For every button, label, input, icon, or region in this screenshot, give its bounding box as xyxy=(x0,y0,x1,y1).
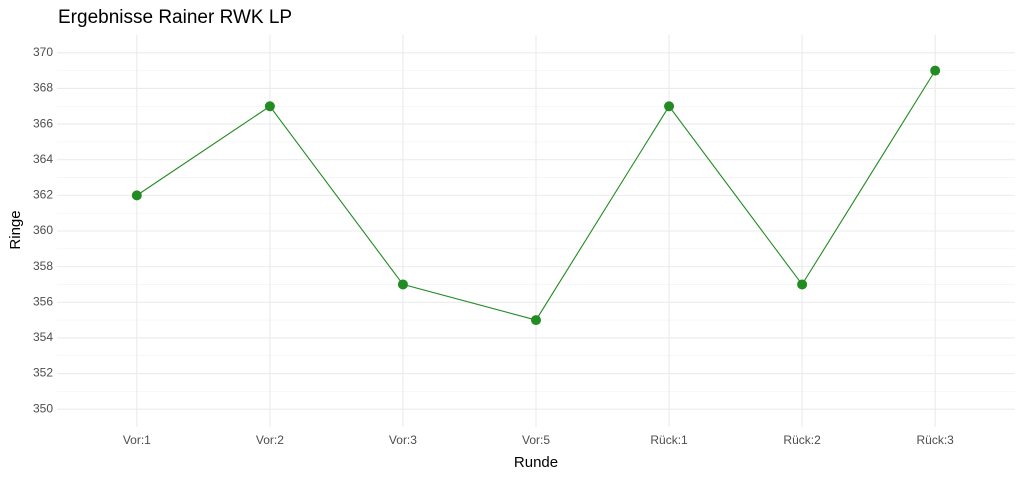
x-tick-label: Vor:2 xyxy=(256,433,284,447)
y-tick-label: 370 xyxy=(33,45,53,59)
x-tick-label: Vor:5 xyxy=(522,433,550,447)
plot xyxy=(131,65,941,326)
grid: 350 352 354 356 358 360 362 364 366 368 370 Vor:1 Vo… xyxy=(33,35,1015,447)
x-tick-label: Rück:1 xyxy=(650,433,688,447)
x-tick-label: Rück:2 xyxy=(783,433,821,447)
point xyxy=(397,279,408,290)
y-axis-title: Ringe xyxy=(7,210,24,249)
y-tick-label: 364 xyxy=(33,152,53,166)
y-tick-label: 354 xyxy=(33,330,53,344)
y-tick-label: 362 xyxy=(33,188,53,202)
y-tick-label: 366 xyxy=(33,116,53,130)
y-tick-label: 352 xyxy=(33,366,53,380)
point xyxy=(131,190,142,201)
point xyxy=(664,101,675,112)
point xyxy=(797,279,808,290)
x-axis-title: Runde xyxy=(514,454,558,471)
point xyxy=(264,101,275,112)
y-tick-label: 360 xyxy=(33,223,53,237)
y-tick-label: 356 xyxy=(33,294,53,308)
y-tick-label: 350 xyxy=(33,401,53,415)
x-tick-label: Rück:3 xyxy=(916,433,954,447)
point xyxy=(531,315,541,326)
x-tick-label: Vor:3 xyxy=(389,433,417,447)
x-tick-label: Vor:1 xyxy=(123,433,151,447)
point xyxy=(930,65,941,76)
y-tick-label: 368 xyxy=(33,81,53,95)
chart-title: Ergebnisse Rainer RWK LP xyxy=(58,7,292,28)
y-tick-label: 358 xyxy=(33,259,53,273)
